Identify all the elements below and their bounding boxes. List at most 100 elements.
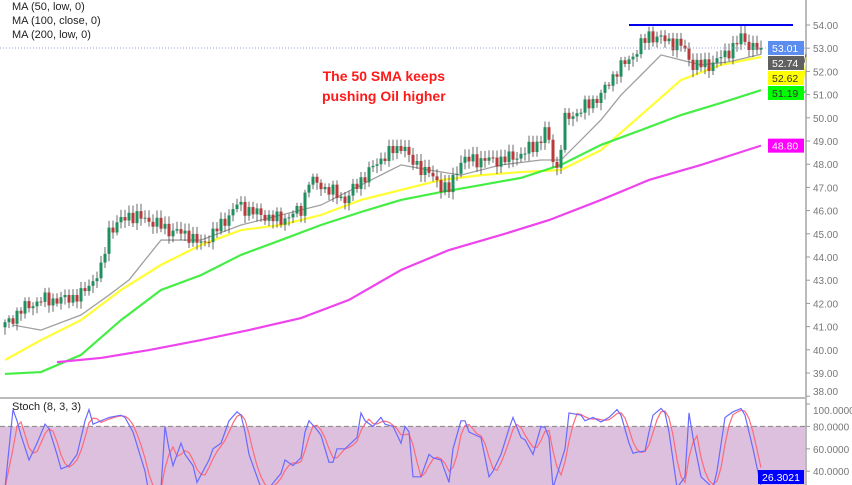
candle-body — [79, 288, 83, 302]
stoch-value-badge-bg — [758, 470, 804, 484]
candle-body — [63, 295, 67, 298]
candle-body — [151, 221, 155, 227]
candle-body — [119, 217, 123, 223]
candle-body — [559, 149, 563, 168]
candle-body — [391, 146, 395, 154]
candle-body — [231, 209, 235, 216]
candle-body — [631, 56, 635, 60]
candle-body — [639, 38, 643, 55]
candle-body — [191, 233, 195, 243]
candle-body — [395, 146, 399, 154]
candle-body — [731, 43, 735, 59]
candle-body — [539, 141, 543, 144]
candle-body — [135, 211, 139, 224]
candle-body — [487, 157, 491, 161]
stoch-tick-label: 80.0000 — [813, 422, 850, 433]
candle-body — [463, 156, 467, 163]
stoch-tick-label: 100.0000 — [813, 406, 852, 417]
stoch-title: Stoch (8, 3, 3) — [12, 401, 82, 413]
candle-body — [471, 154, 475, 162]
candle-body — [363, 177, 367, 183]
candle-body — [555, 161, 559, 168]
candle-body — [271, 214, 275, 222]
candle-body — [659, 35, 663, 37]
candle-body — [259, 208, 263, 215]
candle-body — [619, 60, 623, 77]
candle-body — [375, 164, 379, 166]
candle-body — [527, 141, 531, 154]
candle-body — [267, 214, 271, 221]
candle-body — [671, 38, 675, 51]
price-tick-label: 39.00 — [813, 369, 838, 380]
candle-body — [227, 215, 231, 226]
candle-body — [379, 158, 383, 165]
candle-body — [315, 176, 319, 183]
stoch-k-line — [4, 407, 762, 485]
price-tick-label: 45.00 — [813, 230, 838, 241]
candle-body — [727, 50, 731, 59]
candle-body — [287, 217, 291, 219]
candle-body — [567, 112, 571, 119]
candle-body — [647, 31, 651, 43]
candle-body — [91, 281, 95, 286]
ma-value-badge-bg — [768, 70, 804, 85]
candle-body — [291, 213, 295, 218]
candle-body — [503, 156, 507, 163]
stoch-tick-label: 60.0000 — [813, 445, 850, 456]
candle-body — [579, 112, 583, 114]
candle-body — [311, 176, 315, 185]
moving-average-line — [4, 55, 762, 361]
legend-ma-50: MA (50, low, 0) — [12, 1, 85, 13]
price-tick-label: 40.00 — [813, 346, 838, 357]
candle-body — [587, 99, 591, 109]
candle-body — [131, 212, 135, 224]
candle-body — [155, 217, 159, 227]
candle-body — [95, 278, 99, 282]
candle-body — [327, 187, 331, 195]
candle-body — [299, 206, 303, 216]
last-price-badge-bg — [768, 40, 804, 55]
candle-body — [31, 306, 35, 309]
candle-body — [479, 158, 483, 168]
candle-body — [75, 294, 79, 302]
candle-body — [431, 172, 435, 177]
last-price-badge: 53.01 — [772, 43, 798, 55]
candle-body — [695, 59, 699, 70]
candle-body — [383, 158, 387, 162]
candle-body — [35, 301, 39, 307]
candle-body — [459, 162, 463, 174]
candle-body — [307, 184, 311, 193]
ma-value-badge-connector — [803, 56, 807, 79]
candle-body — [707, 59, 711, 72]
candle-body — [367, 167, 371, 183]
candle-body — [435, 176, 439, 181]
candle-body — [179, 229, 183, 234]
candle-body — [423, 166, 427, 176]
candle-body — [667, 38, 671, 42]
ma-value-badge: 52.74 — [772, 58, 798, 70]
price-tick-label: 43.00 — [813, 276, 838, 287]
candle-body — [175, 229, 179, 231]
candle-body — [127, 212, 131, 221]
candle-body — [347, 195, 351, 204]
candle-body — [747, 41, 751, 50]
candle-body — [139, 211, 143, 219]
candle-body — [439, 180, 443, 193]
ma-value-badge-bg — [768, 85, 804, 100]
candle-body — [495, 157, 499, 167]
ma-value-badge-bg — [768, 55, 804, 70]
candle-body — [207, 242, 211, 244]
candle-body — [523, 153, 527, 155]
candle-body — [11, 318, 15, 324]
candle-body — [535, 141, 539, 153]
candle-body — [739, 33, 743, 45]
ma-value-badge-connector — [803, 89, 807, 94]
price-tick-label: 48.00 — [813, 160, 838, 171]
candle-body — [319, 182, 323, 190]
candle-body — [615, 74, 619, 77]
candle-body — [415, 160, 419, 165]
candle-body — [635, 54, 639, 57]
candle-body — [235, 204, 239, 210]
price-tick-label: 54.00 — [813, 21, 838, 32]
